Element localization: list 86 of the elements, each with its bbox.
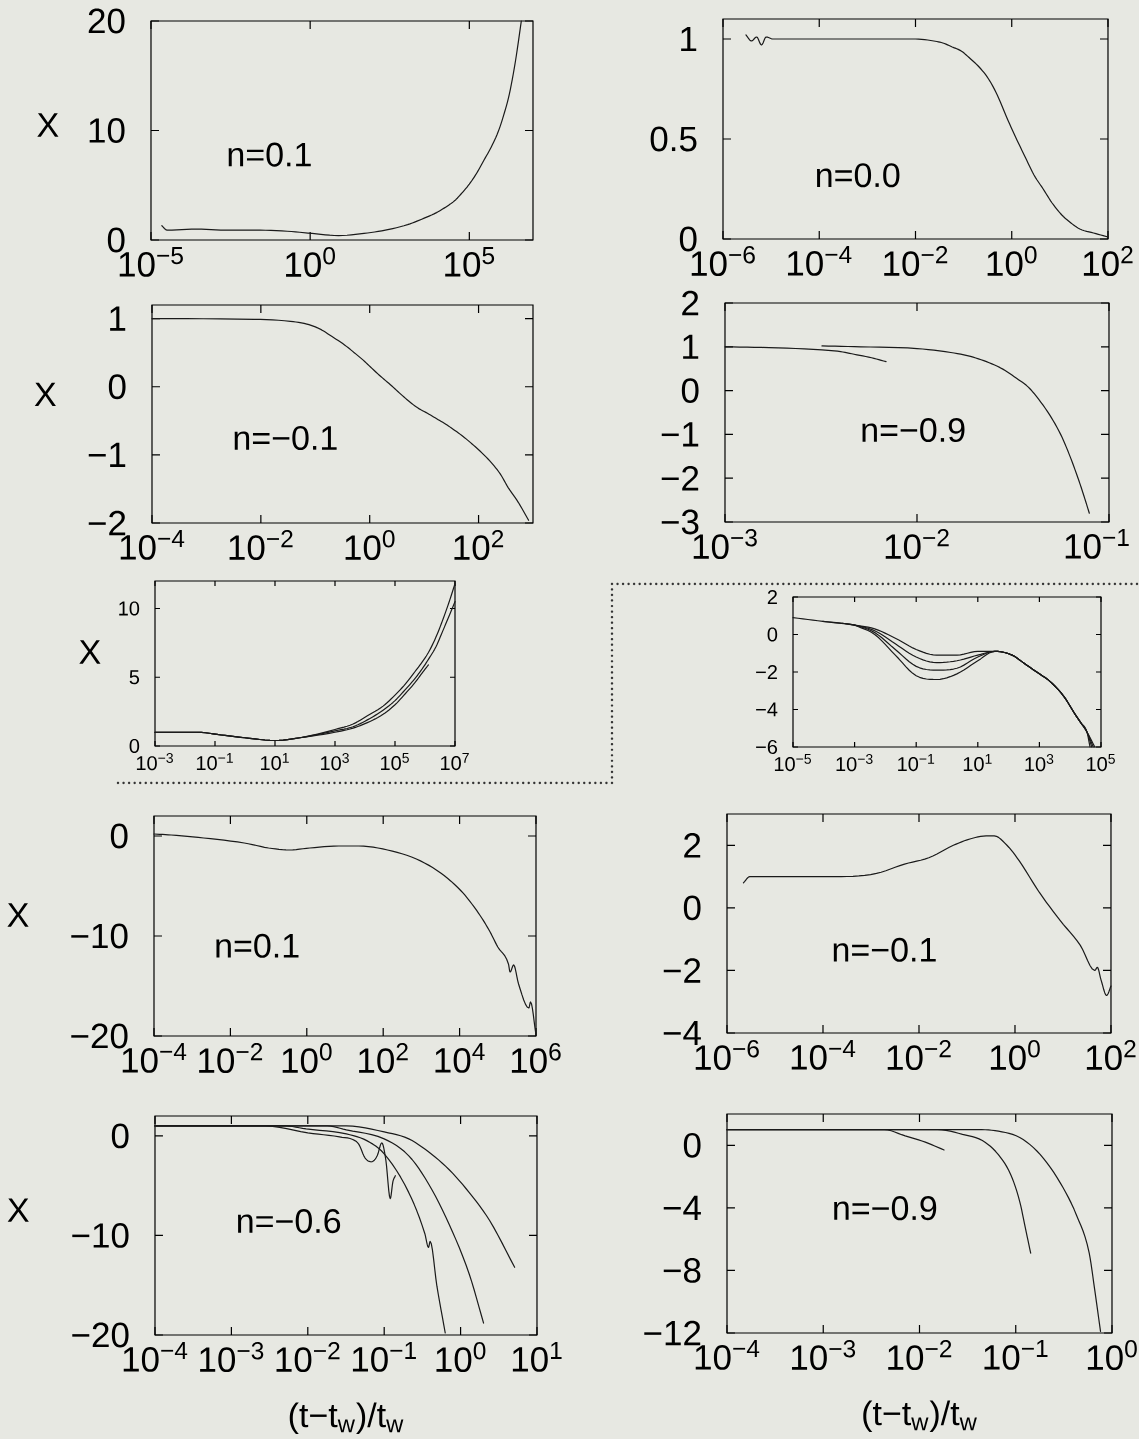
y-tick-label: 0.5 — [650, 126, 697, 152]
x-tick-label: 10$^{2}$ — [359, 1043, 408, 1074]
x-tick-label: 10$^{−3}$ — [136, 753, 173, 771]
y-tick-label: −6 — [756, 739, 778, 755]
y-axis-title: X — [7, 1198, 29, 1222]
annotation: n=0.1 — [216, 933, 299, 958]
x-tick-label: 10$^{−2}$ — [887, 1040, 951, 1071]
x-axis-title: (t−t$_{w}$)/t$_{w}$ — [289, 1402, 404, 1435]
x-tick-label: 10$^{−2}$ — [199, 1043, 263, 1074]
x-tick-label: 10$^{1}$ — [512, 1342, 562, 1372]
y-axis-title: X — [37, 113, 59, 137]
x-tick-label: 10$^{−1}$ — [352, 1342, 416, 1372]
y-tick-label: 1 — [110, 306, 126, 331]
y-tick-label: −4 — [756, 702, 778, 717]
x-tick-label: 10$^{−1}$ — [196, 753, 233, 771]
x-tick-label: 10$^{0}$ — [345, 530, 395, 561]
y-axis-title: X — [79, 640, 101, 664]
y-tick-label: 2 — [684, 833, 701, 858]
x-tick-label: 10$^{0}$ — [1087, 1340, 1137, 1371]
y-tick-label: 20 — [88, 8, 125, 34]
x-tick-label: 10$^{1}$ — [261, 753, 289, 771]
annotation: n=−0.9 — [862, 417, 965, 443]
y-tick-label: −2 — [663, 958, 701, 983]
x-tick-label: 10$^{−3}$ — [200, 1342, 264, 1373]
x-tick-label: 10$^{−1}$ — [984, 1340, 1048, 1370]
x-tick-label: 10$^{−1}$ — [1065, 529, 1129, 559]
x-tick-label: 10$^{0}$ — [282, 1043, 332, 1074]
x-tick-label: 10$^{−5}$ — [774, 754, 811, 772]
y-tick-label: 2 — [682, 290, 699, 316]
x-tick-label: 10$^{−2}$ — [885, 529, 949, 560]
x-axis-title: (t−t$_{w}$)/t$_{w}$ — [863, 1400, 977, 1433]
y-tick-label: 1 — [681, 26, 697, 52]
x-tick-label: 10$^{−2}$ — [229, 530, 293, 561]
x-tick-label: 10$^{0}$ — [436, 1342, 486, 1373]
annotation: n=0.0 — [816, 163, 900, 188]
y-tick-label: −8 — [663, 1258, 701, 1283]
y-tick-label: −10 — [71, 923, 128, 949]
annotation: n=0.1 — [228, 142, 311, 167]
y-tick-label: 10 — [89, 118, 125, 143]
x-tick-label: 10$^{5}$ — [1087, 754, 1115, 772]
x-tick-label: 10$^{2}$ — [1083, 246, 1133, 277]
x-tick-label: 10$^{−1}$ — [898, 754, 935, 772]
x-tick-label: 10$^{5}$ — [381, 753, 409, 771]
annotation: n=−0.6 — [238, 1209, 341, 1234]
y-tick-label: −1 — [661, 422, 699, 447]
y-tick-label: −1 — [88, 442, 126, 467]
y-tick-label: 0 — [683, 895, 701, 921]
y-tick-label: −2 — [661, 465, 699, 491]
annotation: n=−0.9 — [834, 1196, 937, 1221]
x-tick-label: 10$^{4}$ — [435, 1043, 485, 1073]
y-axis-title: X — [7, 903, 29, 927]
y-tick-label: 0 — [767, 627, 778, 642]
x-tick-label: 10$^{−3}$ — [791, 1340, 856, 1371]
x-tick-label: 10$^{−3}$ — [836, 754, 873, 772]
y-tick-label: 1 — [683, 334, 699, 359]
x-tick-label: 10$^{−4}$ — [791, 1040, 856, 1070]
x-tick-label: 10$^{3}$ — [321, 753, 349, 771]
y-tick-label: 0 — [129, 738, 140, 754]
y-tick-label: −10 — [72, 1223, 129, 1248]
y-tick-label: 0 — [108, 374, 126, 400]
x-tick-label: 10$^{−2}$ — [888, 1340, 952, 1371]
x-tick-label: 10$^{5}$ — [445, 247, 495, 277]
y-tick-label: −2 — [756, 665, 777, 679]
annotation: n=−0.1 — [833, 937, 936, 962]
y-axis-title: X — [34, 382, 56, 407]
y-tick-label: −4 — [663, 1195, 701, 1220]
annotation: n=−0.1 — [234, 425, 337, 451]
x-tick-label: 10$^{6}$ — [511, 1043, 561, 1074]
y-tick-label: 10 — [119, 601, 140, 616]
y-tick-label: 0 — [111, 1123, 129, 1149]
x-tick-label: 10$^{−2}$ — [276, 1342, 340, 1373]
x-tick-label: 10$^{0}$ — [987, 246, 1037, 277]
x-tick-label: 10$^{−4}$ — [787, 246, 852, 276]
y-tick-label: 5 — [129, 670, 140, 685]
y-tick-label: 2 — [767, 590, 777, 604]
y-tick-label: 0 — [683, 1132, 701, 1158]
x-tick-label: 10$^{−2}$ — [884, 246, 948, 277]
x-tick-label: 10$^{3}$ — [1025, 754, 1054, 772]
y-tick-label: 0 — [681, 378, 699, 403]
x-tick-label: 10$^{2}$ — [1086, 1040, 1136, 1071]
x-tick-label: 10$^{1}$ — [963, 754, 992, 772]
x-tick-label: 10$^{0}$ — [286, 247, 335, 278]
x-tick-label: 10$^{2}$ — [454, 530, 504, 561]
y-tick-label: 0 — [110, 823, 128, 849]
x-tick-label: 10$^{0}$ — [990, 1040, 1040, 1071]
x-tick-label: 10$^{7}$ — [441, 753, 469, 771]
